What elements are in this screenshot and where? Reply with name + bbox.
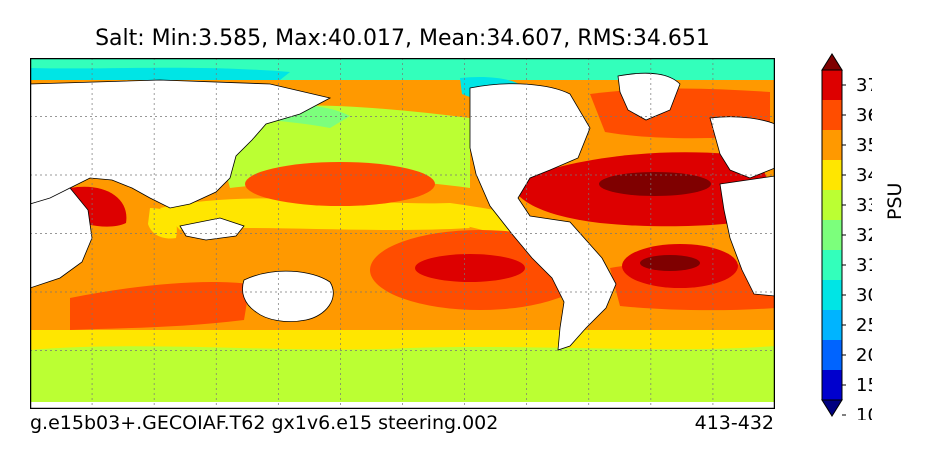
colorbar-tick-label: 37: [856, 75, 872, 96]
colorbar-extend-min: [821, 399, 843, 417]
map-landmass-maritime: [179, 217, 245, 241]
colorbar-segment: [822, 130, 842, 161]
map-north-pacific-subpolar: [210, 105, 470, 188]
colorbar-tick-label: 33: [856, 195, 872, 216]
colorbar-tick-label: 10: [856, 405, 872, 420]
colorbar-segment: [822, 340, 842, 371]
colorbar-tick-label: 34: [856, 165, 872, 186]
map-north-atlantic-core: [599, 172, 711, 196]
colorbar-segment: [822, 70, 842, 101]
map-landmass-africa-west: [719, 175, 775, 297]
chart-title: Salt: Min:3.585, Max:40.017, Mean:34.607…: [95, 26, 710, 51]
map-landmass-americas: [469, 83, 617, 351]
map-north-pacific-gyre: [245, 162, 435, 206]
colorbar: 10 15 20 25 30 31 32 33 34 35 36 37: [821, 53, 872, 420]
colorbar-segment: [822, 250, 842, 281]
map-indian-ocean-band: [70, 281, 250, 330]
map-south-atlantic-core: [640, 255, 700, 271]
run-name-label: g.e15b03+.GECOIAF.T62 gx1v6.e15 steering…: [30, 412, 499, 434]
colorbar-segment: [822, 100, 842, 131]
map-landmass-australia: [242, 270, 334, 322]
colorbar-tick-label: 25: [856, 315, 872, 336]
colorbar-tick-label: 20: [856, 345, 872, 366]
map-bay-of-bengal: [148, 208, 177, 239]
map-landmass-antarctica: [30, 402, 775, 409]
colorbar-tick-label: 15: [856, 375, 872, 396]
colorbar-tick-label: 32: [856, 225, 872, 246]
colorbar-tick-label: 30: [856, 285, 872, 306]
map-south-pacific-core: [415, 254, 525, 282]
map-landmass-eurasia: [30, 79, 332, 209]
colorbar-tick-label: 36: [856, 105, 872, 126]
colorbar-extend-max: [821, 53, 843, 71]
colorbar-segment: [822, 370, 842, 401]
map-north-pacific-band: [160, 198, 470, 230]
map-arctic-inner: [30, 67, 290, 80]
colorbar-tick-label: 35: [856, 135, 872, 156]
colorbar-segment: [822, 220, 842, 251]
colorbar-segment: [822, 310, 842, 341]
colorbar-segment: [822, 280, 842, 311]
colorbar-segment: [822, 190, 842, 221]
map-grid: [30, 58, 775, 409]
year-range-label: 413-432: [694, 412, 774, 434]
colorbar-tick-label: 31: [856, 255, 872, 276]
colorbar-segment: [822, 160, 842, 191]
salinity-map: [30, 58, 775, 409]
colorbar-unit-label: PSU: [884, 182, 906, 220]
